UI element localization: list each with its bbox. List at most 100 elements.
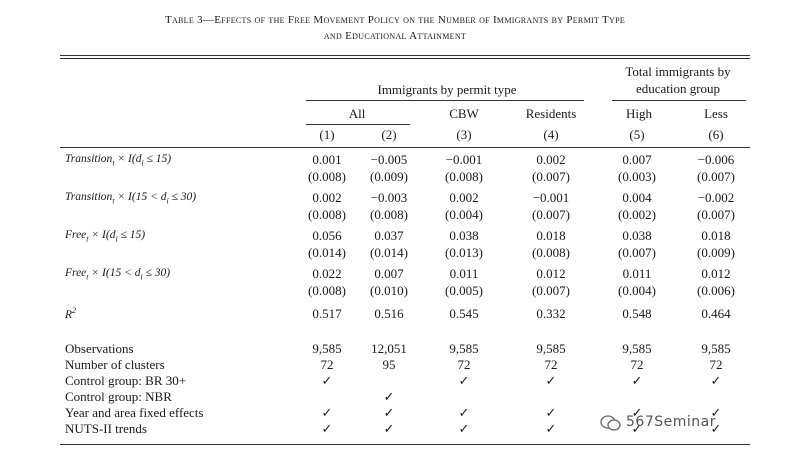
r2-letter: R (65, 308, 73, 321)
column-number: (5) (629, 127, 645, 142)
checkmark-icon: ✓ (458, 373, 470, 388)
coef-std-error: (0.009) (370, 169, 408, 184)
coef-std-error: (0.008) (370, 207, 408, 222)
subscript-i: i (166, 196, 169, 206)
table-title-line1: Table 3—Effects of the Free Movement Pol… (164, 14, 626, 26)
checkmark-icon: ✓ (383, 421, 395, 436)
checkmark-icon: ✓ (631, 421, 643, 436)
coef-std-error: (0.007) (532, 283, 570, 298)
bottom-rule (60, 444, 750, 445)
coef-row-label: Freet × I(15 < di ≤ 30) (65, 267, 171, 282)
column-number: (3) (456, 127, 472, 142)
checkmark-icon: ✓ (321, 373, 333, 388)
coef-std-error: (0.008) (308, 283, 346, 298)
coef-estimate: 0.002 (312, 190, 342, 205)
coef-row-label: Transitiont × I(di ≤ 15) (65, 153, 172, 168)
stat-value: 72 (544, 357, 558, 372)
column-number: (4) (543, 127, 559, 142)
stat-value: 9,585 (701, 341, 731, 356)
header-total-line2: education group (635, 81, 721, 96)
stat-value: 72 (630, 357, 644, 372)
coef-estimate: 0.038 (622, 228, 652, 243)
coef-estimate: 0.004 (622, 190, 652, 205)
coef-std-error: (0.007) (532, 169, 570, 184)
checkmark-icon: ✓ (710, 421, 722, 436)
check-row-label: NUTS-II trends (65, 421, 147, 436)
checkmark-icon: ✓ (545, 421, 557, 436)
coef-std-error: (0.002) (618, 207, 656, 222)
checkmark-icon: ✓ (631, 373, 643, 388)
stat-value: 9,585 (536, 341, 566, 356)
wechat-icon (600, 415, 621, 431)
coef-estimate: −0.002 (697, 190, 735, 205)
header-total-line1: Total immigrants by (625, 64, 731, 79)
coef-estimate: −0.005 (370, 152, 408, 167)
r2-superscript: 2 (72, 306, 77, 315)
coef-estimate: 0.007 (374, 266, 404, 281)
coef-std-error: (0.008) (308, 207, 346, 222)
stat-value: 95 (382, 357, 396, 372)
coef-std-error: (0.003) (618, 169, 656, 184)
checkmark-icon: ✓ (321, 421, 333, 436)
r2-value: 0.545 (449, 306, 479, 321)
stat-label: Number of clusters (65, 357, 165, 372)
checkmark-icon: ✓ (458, 421, 470, 436)
header-residents: Residents (525, 106, 577, 121)
column-number: (1) (319, 127, 335, 142)
r2-value: 0.464 (701, 306, 731, 321)
r2-value: 0.548 (622, 306, 652, 321)
watermark-text: 567Seminar (626, 414, 716, 430)
coef-std-error: (0.008) (445, 169, 483, 184)
coef-std-error: (0.007) (618, 245, 656, 260)
header-less: Less (704, 106, 728, 121)
coef-std-error: (0.009) (697, 245, 735, 260)
header-permit-group: Immigrants by permit type (377, 82, 517, 97)
coef-std-error: (0.005) (445, 283, 483, 298)
subscript-t: t (112, 196, 115, 206)
subscript-t: t (86, 272, 89, 282)
permit-group-rule (306, 100, 584, 101)
checkmark-icon: ✓ (631, 405, 643, 420)
checkmark-icon: ✓ (545, 373, 557, 388)
coef-estimate: 0.011 (622, 266, 652, 281)
column-number: (6) (708, 127, 724, 142)
subscript-i: i (141, 158, 144, 168)
checkmark-icon: ✓ (710, 405, 722, 420)
coef-std-error: (0.006) (697, 283, 735, 298)
column-number: (2) (381, 127, 397, 142)
subscript-t: t (112, 158, 115, 168)
coef-estimate: 0.002 (536, 152, 566, 167)
coef-estimate: 0.022 (312, 266, 342, 281)
coef-std-error: (0.014) (308, 245, 346, 260)
checkmark-icon: ✓ (383, 389, 395, 404)
stat-value: 12,051 (371, 341, 407, 356)
coef-std-error: (0.008) (532, 245, 570, 260)
checkmark-icon: ✓ (545, 405, 557, 420)
stat-label: Observations (65, 341, 134, 356)
header-all: All (348, 106, 366, 121)
coef-row-label: Transitiont × I(15 < di ≤ 30) (65, 191, 197, 206)
total-group-rule (612, 100, 746, 101)
coef-estimate: 0.038 (449, 228, 479, 243)
coef-std-error: (0.007) (697, 169, 735, 184)
coef-estimate: 0.011 (449, 266, 479, 281)
stat-value: 72 (320, 357, 334, 372)
header-cbw: CBW (449, 106, 479, 121)
coef-estimate: 0.012 (536, 266, 566, 281)
r2-value: 0.517 (312, 306, 342, 321)
table-title-line2: and Educational Attainment (323, 30, 467, 42)
coef-estimate: −0.006 (697, 152, 735, 167)
coef-std-error: (0.014) (370, 245, 408, 260)
coef-estimate: 0.056 (312, 228, 342, 243)
subscript-i: i (140, 272, 143, 282)
r2-value: 0.516 (374, 306, 404, 321)
coef-std-error: (0.010) (370, 283, 408, 298)
coef-std-error: (0.008) (308, 169, 346, 184)
coef-std-error: (0.013) (445, 245, 483, 260)
stat-value: 9,585 (622, 341, 652, 356)
checkmark-icon: ✓ (458, 405, 470, 420)
coef-estimate: −0.003 (370, 190, 408, 205)
coef-estimate: −0.001 (445, 152, 483, 167)
coef-estimate: 0.002 (449, 190, 479, 205)
stat-value: 72 (457, 357, 471, 372)
